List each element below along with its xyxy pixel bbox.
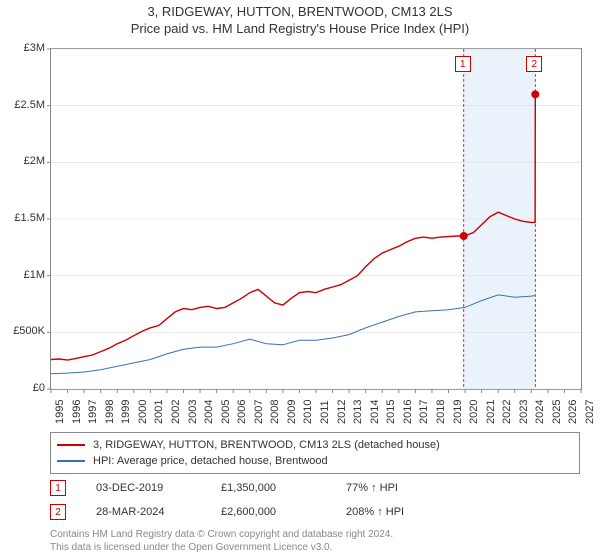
ytick-label: £1M <box>24 269 45 281</box>
sale-date-1: 28-MAR-2024 <box>96 506 191 518</box>
xtick-label: 1998 <box>104 400 116 424</box>
ytick-label: £1.5M <box>14 212 45 224</box>
title-line2: Price paid vs. HM Land Registry's House … <box>0 21 600 36</box>
xtick-label: 2019 <box>452 400 464 424</box>
xtick-label: 2016 <box>402 400 414 424</box>
xtick-label: 2018 <box>435 400 447 424</box>
xtick-label: 2024 <box>534 400 546 424</box>
legend-row-1: HPI: Average price, detached house, Bren… <box>57 453 573 469</box>
xtick-label: 2008 <box>269 400 281 424</box>
xtick-label: 2015 <box>385 400 397 424</box>
chart-area <box>50 48 582 390</box>
xtick-label: 1996 <box>71 400 83 424</box>
xtick-label: 2014 <box>369 400 381 424</box>
legend-swatch-1 <box>57 460 85 462</box>
xtick-label: 1997 <box>87 400 99 424</box>
xtick-label: 2026 <box>567 400 579 424</box>
legend-label-1: HPI: Average price, detached house, Bren… <box>93 455 328 467</box>
sale-date-0: 03-DEC-2019 <box>96 482 191 494</box>
legend-swatch-0 <box>57 444 85 446</box>
xtick-label: 2023 <box>518 400 530 424</box>
xtick-label: 2022 <box>501 400 513 424</box>
xtick-label: 2007 <box>253 400 265 424</box>
chart-sale-badge: 1 <box>455 56 471 72</box>
footer-line2: This data is licensed under the Open Gov… <box>50 541 393 554</box>
xtick-label: 2020 <box>468 400 480 424</box>
sale-pct-0: 77% ↑ HPI <box>346 482 398 494</box>
sale-row-1: 2 28-MAR-2024 £2,600,000 208% ↑ HPI <box>50 504 580 520</box>
xtick-label: 2013 <box>352 400 364 424</box>
footer: Contains HM Land Registry data © Crown c… <box>50 528 393 554</box>
xtick-label: 2003 <box>187 400 199 424</box>
title-block: 3, RIDGEWAY, HUTTON, BRENTWOOD, CM13 2LS… <box>0 0 600 36</box>
sale-pct-1: 208% ↑ HPI <box>346 506 404 518</box>
legend-box: 3, RIDGEWAY, HUTTON, BRENTWOOD, CM13 2LS… <box>50 432 580 474</box>
chart-sale-badge: 2 <box>526 56 542 72</box>
xtick-label: 2005 <box>220 400 232 424</box>
xtick-label: 2001 <box>153 400 165 424</box>
xtick-label: 2027 <box>584 400 596 424</box>
plot-svg <box>51 49 581 389</box>
xtick-label: 2004 <box>203 400 215 424</box>
chart-container: 3, RIDGEWAY, HUTTON, BRENTWOOD, CM13 2LS… <box>0 0 600 560</box>
ytick-label: £0 <box>33 382 45 394</box>
xtick-label: 2012 <box>336 400 348 424</box>
footer-line1: Contains HM Land Registry data © Crown c… <box>50 528 393 541</box>
xtick-label: 1995 <box>54 400 66 424</box>
xtick-label: 2025 <box>551 400 563 424</box>
xtick-label: 2009 <box>286 400 298 424</box>
ytick-label: £3M <box>24 42 45 54</box>
xtick-label: 2010 <box>302 400 314 424</box>
ytick-label: £500K <box>13 325 45 337</box>
xtick-label: 2006 <box>236 400 248 424</box>
xtick-label: 1999 <box>120 400 132 424</box>
legend-row-0: 3, RIDGEWAY, HUTTON, BRENTWOOD, CM13 2LS… <box>57 437 573 453</box>
xtick-label: 2000 <box>137 400 149 424</box>
xtick-label: 2021 <box>485 400 497 424</box>
xtick-label: 2011 <box>319 400 331 424</box>
xtick-label: 2017 <box>418 400 430 424</box>
ytick-label: £2M <box>24 155 45 167</box>
title-line1: 3, RIDGEWAY, HUTTON, BRENTWOOD, CM13 2LS <box>0 4 600 19</box>
sale-price-0: £1,350,000 <box>221 482 316 494</box>
xtick-label: 2002 <box>170 400 182 424</box>
sale-price-1: £2,600,000 <box>221 506 316 518</box>
ytick-label: £2.5M <box>14 99 45 111</box>
sale-badge-0: 1 <box>50 480 66 496</box>
sale-row-0: 1 03-DEC-2019 £1,350,000 77% ↑ HPI <box>50 480 580 496</box>
legend-label-0: 3, RIDGEWAY, HUTTON, BRENTWOOD, CM13 2LS… <box>93 439 440 451</box>
sale-badge-1: 2 <box>50 504 66 520</box>
